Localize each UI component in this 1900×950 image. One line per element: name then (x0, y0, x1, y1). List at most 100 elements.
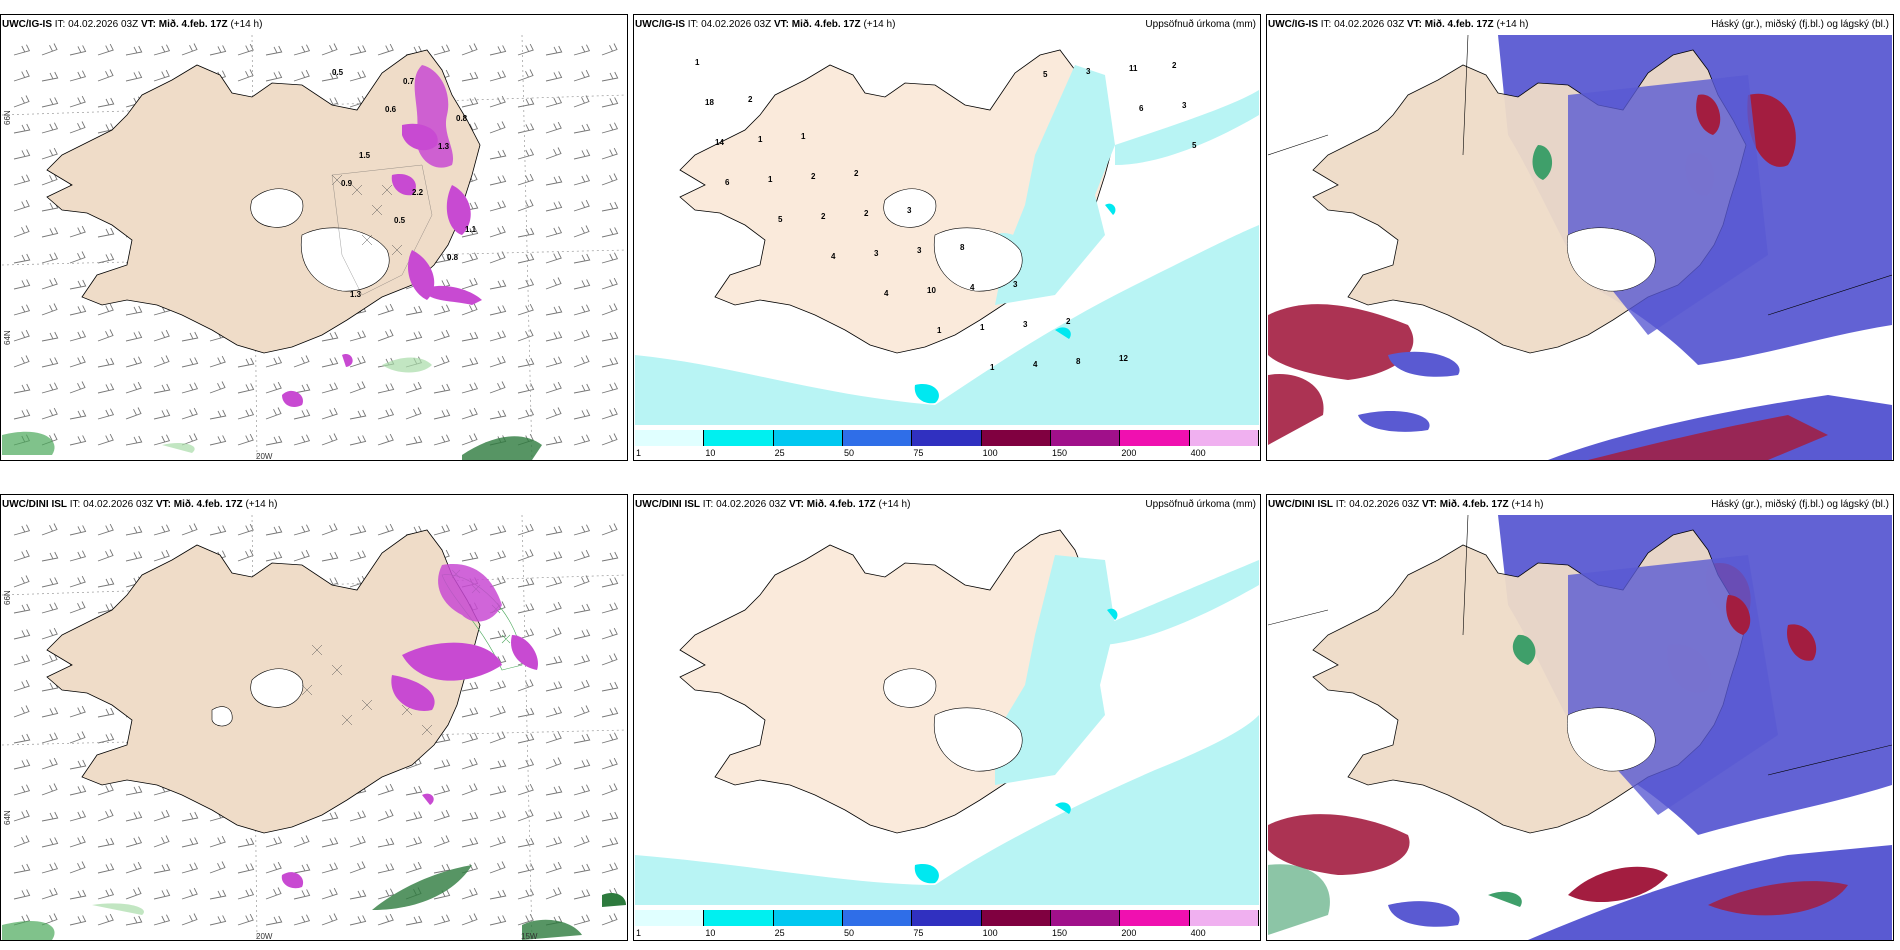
wind-barb (573, 575, 590, 588)
wind-barb (41, 783, 58, 796)
wind-barb (601, 407, 618, 420)
value-label: 4 (884, 289, 889, 298)
wind-barb (573, 253, 591, 264)
colorbar-tick: 200 (1121, 928, 1137, 938)
wind-barb (321, 887, 338, 900)
wind-barb (517, 383, 535, 394)
wind-barb (69, 601, 86, 614)
wind-barb (517, 679, 534, 692)
value-label: 3 (874, 249, 879, 258)
colorbar-swatch (981, 910, 1051, 926)
wind-barb (489, 525, 507, 536)
wind-barb (573, 225, 590, 238)
wind-barb (461, 887, 478, 900)
value-label: 2 (1172, 61, 1177, 70)
wind-barb (545, 551, 563, 562)
wind-barb (601, 551, 619, 562)
wind-barb (181, 43, 198, 56)
wind-barb (13, 123, 31, 134)
colorbar-tick: 400 (1190, 928, 1206, 938)
wind-barb (41, 173, 58, 186)
wind-barb (237, 43, 254, 56)
colorbar-swatch (635, 910, 705, 926)
value-label: 2 (821, 212, 826, 221)
value-label: 3 (907, 206, 912, 215)
value-label: 3 (1182, 101, 1187, 110)
lon-label-20: 20W (256, 932, 273, 941)
wind-barb (69, 525, 87, 536)
wind-barb (433, 863, 451, 874)
value-label: 1.5 (359, 151, 371, 160)
wind-barb (573, 809, 590, 822)
wind-barb (489, 915, 507, 926)
wind-barb (489, 355, 506, 368)
wind-barb (433, 784, 451, 796)
wind-barb (545, 147, 562, 160)
wind-barb (377, 783, 394, 796)
wind-barb (433, 835, 450, 848)
value-label: 2 (854, 169, 859, 178)
map-area (1268, 515, 1892, 940)
wind-barb (601, 707, 619, 718)
wind-barb (237, 888, 255, 900)
wind-barb (125, 435, 143, 446)
colorbar-tick: 200 (1121, 448, 1137, 458)
wind-barb (153, 889, 171, 900)
wind-barb (545, 226, 563, 238)
wind-barb (293, 434, 311, 446)
wind-barb (265, 407, 282, 420)
wind-barb (41, 382, 59, 394)
wind-barb (573, 383, 591, 394)
wind-barb (405, 811, 423, 822)
wind-barb (377, 329, 394, 342)
wind-barb (433, 355, 450, 368)
wind-barb (125, 381, 142, 394)
wind-barb (573, 329, 590, 342)
wind-barb (545, 887, 562, 900)
wind-barb (265, 836, 283, 848)
wind-barb (41, 653, 58, 666)
wind-barb (293, 409, 311, 420)
value-label: 0.9 (341, 179, 353, 188)
wind-barb (545, 121, 562, 134)
wind-barb (153, 549, 170, 562)
wind-barb (41, 551, 59, 562)
value-label: 1.3 (350, 290, 362, 299)
wind-barb (321, 331, 339, 342)
wind-barb (181, 913, 198, 926)
value-label: 2 (1066, 317, 1071, 326)
wind-barb (517, 253, 535, 264)
wind-barb (573, 149, 591, 160)
wind-barb (13, 329, 30, 342)
wind-barb (41, 837, 59, 848)
wind-barb (13, 809, 30, 822)
wind-barb (181, 523, 198, 536)
wind-barb (13, 629, 31, 640)
map-area: 1 2 1 2 3 8 3 2 12 2 18 1 2 2 3 4 3 8 11 3 14 1 2 3 10 1 4 3 6 5 6 5 4 4 1… (635, 35, 1259, 425)
wind-barb (573, 304, 591, 316)
value-label: 0.5 (394, 216, 406, 225)
value-label: 1.1 (465, 225, 477, 234)
lat-label-64: 64N (3, 810, 12, 825)
wind-barb (41, 577, 59, 588)
panel-wind-precip-r1: UWC/IG-IS IT: 04.02.2026 03Z VT: Mið. 4.… (0, 14, 628, 461)
wind-barb (181, 837, 199, 848)
wind-barb (125, 407, 142, 420)
wind-barb (293, 889, 311, 900)
wind-barb (13, 654, 31, 666)
colorbar-swatch (1050, 910, 1121, 926)
wind-barb (433, 253, 451, 264)
wind-barb (489, 45, 507, 56)
colorbar-tick: 400 (1190, 448, 1206, 458)
wind-barb (13, 304, 31, 316)
wind-barb (517, 523, 534, 536)
wind-barb (573, 69, 590, 82)
wind-barb (293, 549, 310, 562)
value-label: 1 (768, 175, 773, 184)
colorbar-tick: 75 (913, 928, 924, 938)
colorbar-tick: 50 (844, 928, 855, 938)
wind-barb (489, 409, 507, 420)
wind-barb (573, 629, 591, 640)
colorbar-tick: 10 (705, 928, 716, 938)
value-label: 2 (811, 172, 816, 181)
